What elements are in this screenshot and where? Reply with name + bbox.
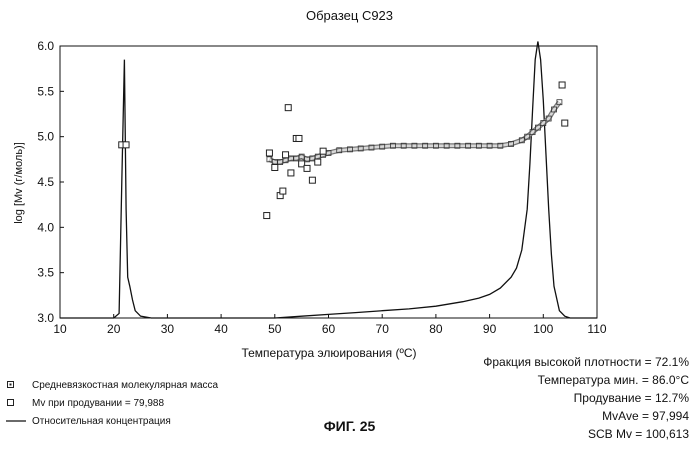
- purge-mv-point: [298, 160, 306, 168]
- series-concentration-line: [60, 41, 597, 319]
- viscosity-mw-point: [529, 129, 536, 136]
- x-axis-label: Температура элюирования (ºC): [241, 346, 416, 360]
- viscosity-mw-point: [535, 124, 541, 131]
- viscosity-mw-point: [465, 142, 472, 149]
- y-tick-label: 3.5: [37, 266, 54, 280]
- viscosity-mw-point: [551, 106, 557, 113]
- viscosity-mw-point: [432, 142, 439, 149]
- dense-marker-icon: [6, 380, 32, 390]
- viscosity-mw-point: [422, 142, 429, 149]
- legend-label: Относительная концентрация: [32, 415, 171, 427]
- viscosity-mw-point: [347, 146, 353, 153]
- purge-mv-point: [122, 141, 130, 149]
- purge-mv-point: [558, 81, 566, 89]
- legend-label: Mv при продувании = 79,988: [32, 397, 165, 409]
- viscosity-mw-point: [524, 133, 531, 140]
- viscosity-mw-point: [411, 142, 418, 149]
- figure-label: ФИГ. 25: [323, 418, 376, 434]
- viscosity-mw-point: [497, 142, 504, 149]
- legend-label: Средневязкостная молекулярная масса: [32, 379, 219, 391]
- x-tick-label: 90: [483, 322, 497, 336]
- y-tick-label: 5.0: [37, 130, 54, 144]
- purge-mv-point: [265, 149, 273, 157]
- purge-mv-point: [271, 163, 279, 171]
- purge-mv-point: [303, 164, 311, 172]
- purge-mv-point: [295, 134, 303, 142]
- viscosity-mw-point: [475, 142, 482, 149]
- square-marker-icon: [6, 398, 32, 408]
- purge-mv-point: [561, 119, 569, 127]
- series-viscosity-mw-band: [268, 100, 562, 165]
- purge-mv-point: [314, 158, 322, 166]
- viscosity-mw-point: [390, 142, 396, 149]
- line-icon: [6, 416, 32, 426]
- purge-mv-point: [284, 104, 292, 112]
- plot-area: [59, 45, 598, 319]
- purge-mv-point: [308, 176, 316, 184]
- x-tick-label: 70: [376, 322, 390, 336]
- viscosity-mw-point: [400, 142, 407, 149]
- stat-high-density-fraction: Фракция высокой плотности = 72.1%: [483, 355, 689, 369]
- purge-mv-point: [263, 212, 271, 220]
- viscosity-mw-point: [368, 144, 375, 151]
- purge-mv-point: [279, 187, 287, 195]
- legend: Средневязкостная молекулярная масса Mv п…: [6, 376, 218, 430]
- purge-mv-point: [319, 147, 327, 155]
- viscosity-mw-point: [540, 120, 547, 126]
- viscosity-mw-point: [379, 143, 386, 150]
- x-tick-label: 110: [587, 322, 606, 336]
- y-tick-label: 6.0: [37, 39, 54, 53]
- legend-item-relative-concentration: Относительная концентрация: [6, 412, 218, 430]
- x-tick-label: 20: [107, 322, 121, 336]
- stats-block: Фракция высокой плотности = 72.1% Темпер…: [483, 353, 689, 443]
- viscosity-mw-point: [443, 142, 450, 149]
- legend-item-purge-mv: Mv при продувании = 79,988: [6, 394, 218, 412]
- stat-purge: Продувание = 12.7%: [573, 391, 689, 405]
- series-viscosity-mw-band-inner: [268, 101, 561, 164]
- viscosity-mw-point: [486, 142, 493, 149]
- x-tick-label: 50: [268, 322, 282, 336]
- viscosity-mw-point: [454, 142, 461, 149]
- x-tick-label: 40: [214, 322, 228, 336]
- purge-mv-point: [287, 169, 295, 177]
- x-tick-label: 100: [533, 322, 553, 336]
- viscosity-mw-point: [545, 115, 552, 122]
- viscosity-mw-point: [518, 137, 525, 144]
- purge-mv-point: [282, 151, 290, 159]
- viscosity-mw-point: [508, 141, 514, 147]
- y-tick-label: 4.5: [37, 175, 54, 189]
- chart-title: Образец C923: [305, 8, 394, 23]
- y-tick-label: 3.0: [37, 311, 54, 325]
- stat-min-temperature: Температура мин. = 86.0°C: [537, 373, 689, 387]
- x-tick-label: 80: [429, 322, 443, 336]
- viscosity-mw-point: [556, 99, 563, 106]
- y-tick-label: 5.5: [37, 84, 54, 98]
- x-tick-label: 60: [322, 322, 336, 336]
- x-tick-label: 30: [161, 322, 175, 336]
- stat-mv-ave: MvAve = 97,994: [602, 409, 689, 423]
- legend-item-viscosity-mw: Средневязкостная молекулярная масса: [6, 376, 218, 394]
- viscosity-mw-point: [357, 145, 364, 152]
- y-axis-label: log [Mv (г/моль)]: [13, 142, 25, 224]
- stat-scb-mv: SCB Mv = 100,613: [587, 427, 689, 441]
- viscosity-mw-point: [336, 147, 343, 154]
- x-tick-label: 10: [53, 322, 67, 336]
- y-tick-label: 4.0: [37, 220, 54, 234]
